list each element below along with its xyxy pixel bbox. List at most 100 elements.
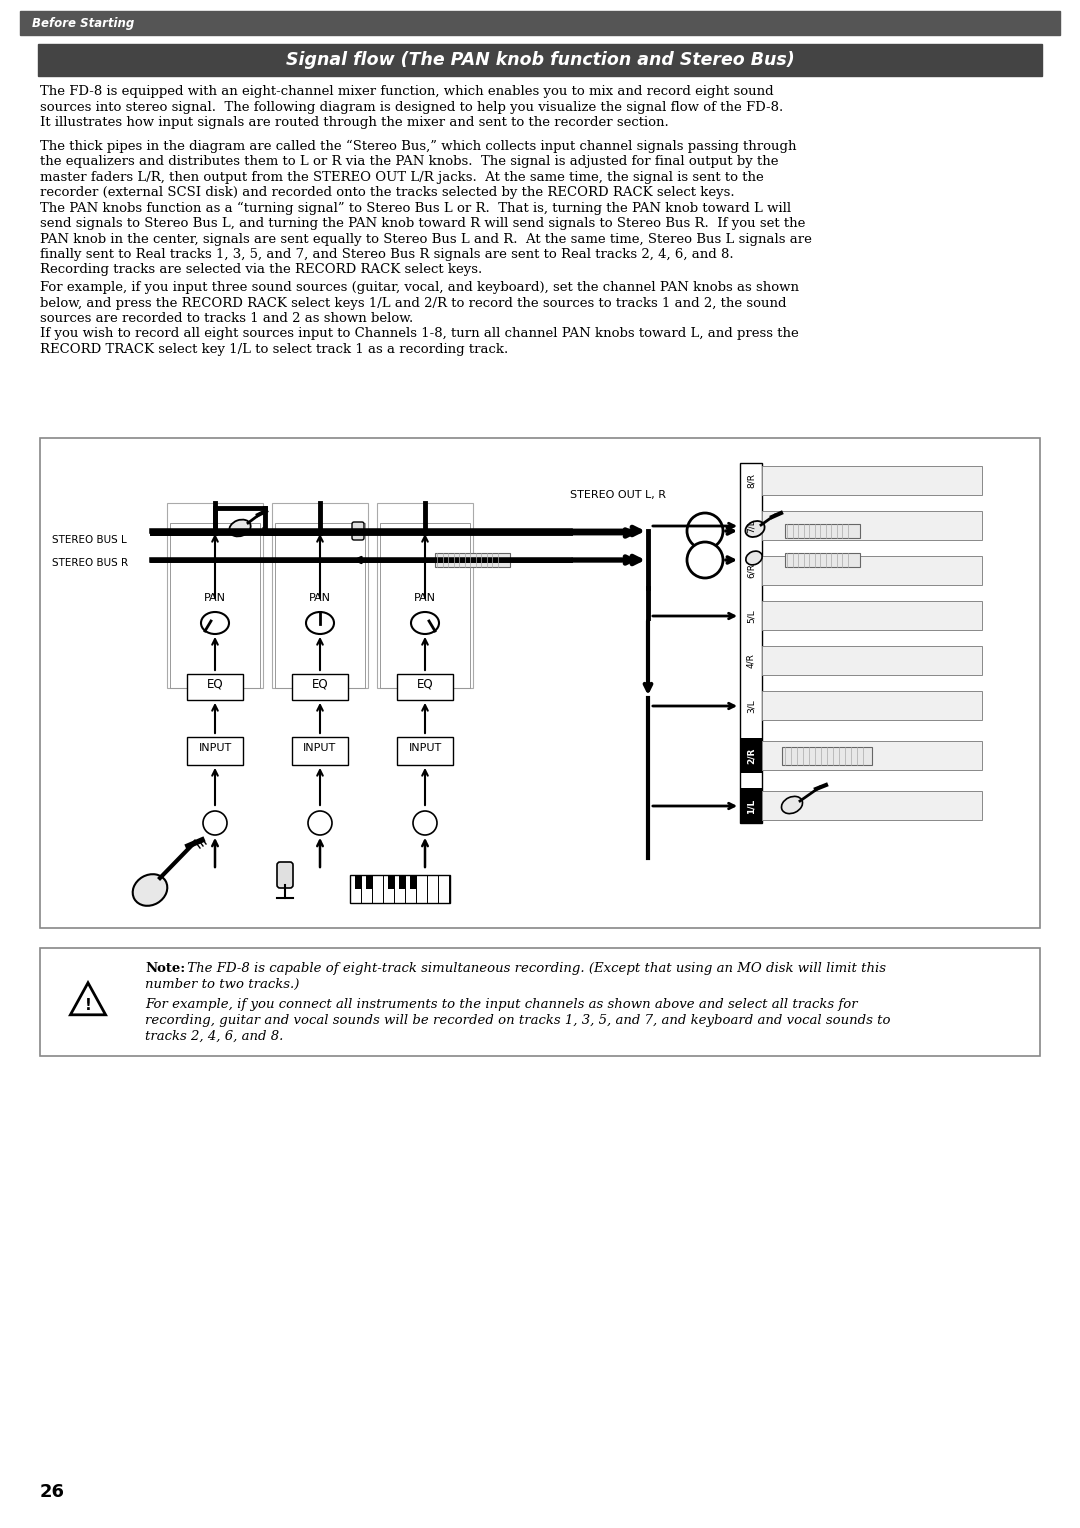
Bar: [292, 736, 348, 766]
FancyBboxPatch shape: [276, 862, 293, 888]
Text: EQ: EQ: [417, 677, 433, 691]
Bar: [762, 741, 982, 770]
Text: EQ: EQ: [206, 677, 224, 691]
Bar: [762, 646, 982, 675]
Bar: [762, 792, 982, 821]
Polygon shape: [70, 983, 106, 1015]
Text: INPUT: INPUT: [303, 743, 337, 753]
Bar: [272, 503, 368, 688]
Bar: [170, 523, 260, 688]
FancyBboxPatch shape: [352, 523, 364, 539]
Text: For example, if you connect all instruments to the input channels as shown above: For example, if you connect all instrume…: [145, 998, 858, 1012]
Text: !: !: [84, 998, 92, 1013]
Text: master faders L/R, then output from the STEREO OUT L/R jacks.  At the same time,: master faders L/R, then output from the …: [40, 171, 764, 183]
Ellipse shape: [229, 520, 251, 536]
Bar: [38, 44, 1042, 76]
Text: below, and press the RECORD RACK select keys 1/L and 2/R to record the sources t: below, and press the RECORD RACK select …: [40, 296, 786, 310]
Text: recorder (external SCSI disk) and recorded onto the tracks selected by the RECOR: recorder (external SCSI disk) and record…: [40, 186, 734, 199]
Bar: [410, 876, 417, 889]
Text: PAN: PAN: [204, 593, 226, 604]
Text: 5/L: 5/L: [746, 610, 756, 623]
Text: The PAN knobs function as a “turning signal” to Stereo Bus L or R.  That is, tur: The PAN knobs function as a “turning sig…: [40, 202, 792, 215]
Text: INPUT: INPUT: [408, 743, 442, 753]
Ellipse shape: [411, 613, 438, 634]
Bar: [740, 788, 762, 824]
Text: INPUT: INPUT: [199, 743, 231, 753]
Bar: [292, 674, 348, 700]
Text: 26: 26: [40, 1484, 65, 1500]
Circle shape: [687, 542, 723, 578]
Bar: [275, 523, 365, 688]
Bar: [762, 556, 982, 585]
Ellipse shape: [745, 521, 765, 536]
Text: If you wish to record all eight sources input to Channels 1-8, turn all channel : If you wish to record all eight sources …: [40, 327, 799, 341]
Bar: [377, 503, 473, 688]
Text: For example, if you input three sound sources (guitar, vocal, and keyboard), set: For example, if you input three sound so…: [40, 281, 799, 293]
Bar: [366, 876, 373, 889]
Text: The thick pipes in the diagram are called the “Stereo Bus,” which collects input: The thick pipes in the diagram are calle…: [40, 139, 797, 153]
Bar: [355, 876, 362, 889]
Text: 3/L: 3/L: [746, 700, 756, 714]
Text: RECORD TRACK select key 1/L to select track 1 as a recording track.: RECORD TRACK select key 1/L to select tr…: [40, 342, 509, 356]
Bar: [167, 503, 264, 688]
Text: finally sent to Real tracks 1, 3, 5, and 7, and Stereo Bus R signals are sent to: finally sent to Real tracks 1, 3, 5, and…: [40, 248, 733, 261]
Bar: [399, 876, 406, 889]
Bar: [397, 736, 453, 766]
Ellipse shape: [133, 874, 167, 906]
Bar: [435, 553, 510, 567]
Text: sources are recorded to tracks 1 and 2 as shown below.: sources are recorded to tracks 1 and 2 a…: [40, 312, 414, 325]
Bar: [40, 439, 1040, 927]
Text: 8/R: 8/R: [746, 474, 756, 489]
Text: 1/L: 1/L: [746, 798, 756, 813]
Ellipse shape: [746, 552, 762, 565]
Bar: [380, 523, 470, 688]
Ellipse shape: [306, 613, 334, 634]
Bar: [740, 738, 762, 773]
Text: Signal flow (The PAN knob function and Stereo Bus): Signal flow (The PAN knob function and S…: [285, 50, 795, 69]
Text: send signals to Stereo Bus L, and turning the PAN knob toward R will send signal: send signals to Stereo Bus L, and turnin…: [40, 217, 806, 231]
Text: number to two tracks.): number to two tracks.): [145, 978, 299, 992]
Text: STEREO BUS R: STEREO BUS R: [52, 558, 129, 568]
Text: PAN: PAN: [309, 593, 330, 604]
Bar: [40, 947, 1040, 1056]
Circle shape: [203, 811, 227, 834]
Text: STEREO BUS L: STEREO BUS L: [52, 535, 126, 545]
Circle shape: [687, 513, 723, 549]
Text: Before Starting: Before Starting: [32, 17, 134, 29]
Bar: [187, 736, 243, 766]
Bar: [762, 691, 982, 720]
Bar: [397, 674, 453, 700]
Text: STEREO OUT L, R: STEREO OUT L, R: [570, 490, 666, 500]
Text: EQ: EQ: [312, 677, 328, 691]
Circle shape: [308, 811, 332, 834]
Text: 2/R: 2/R: [746, 747, 756, 764]
Circle shape: [413, 811, 437, 834]
Text: 7/L: 7/L: [746, 520, 756, 533]
Bar: [762, 510, 982, 539]
Text: It illustrates how input signals are routed through the mixer and sent to the re: It illustrates how input signals are rou…: [40, 116, 669, 128]
Text: Note:: Note:: [145, 963, 186, 975]
Text: sources into stereo signal.  The following diagram is designed to help you visua: sources into stereo signal. The followin…: [40, 101, 783, 113]
Text: PAN: PAN: [414, 593, 436, 604]
Bar: [785, 524, 860, 538]
Bar: [350, 876, 450, 903]
Bar: [785, 553, 860, 567]
Text: recording, guitar and vocal sounds will be recorded on tracks 1, 3, 5, and 7, an: recording, guitar and vocal sounds will …: [145, 1015, 891, 1027]
Text: the equalizers and distributes them to L or R via the PAN knobs.  The signal is : the equalizers and distributes them to L…: [40, 154, 779, 168]
Text: The FD-8 is equipped with an eight-channel mixer function, which enables you to : The FD-8 is equipped with an eight-chann…: [40, 86, 773, 98]
Ellipse shape: [782, 796, 802, 813]
Bar: [782, 747, 872, 766]
Text: tracks 2, 4, 6, and 8.: tracks 2, 4, 6, and 8.: [145, 1030, 283, 1044]
Bar: [21, 11, 1059, 35]
Ellipse shape: [201, 613, 229, 634]
Bar: [762, 601, 982, 630]
Text: Recording tracks are selected via the RECORD RACK select keys.: Recording tracks are selected via the RE…: [40, 263, 483, 277]
Text: 4/R: 4/R: [746, 654, 756, 668]
Bar: [762, 466, 982, 495]
Text: 6/R: 6/R: [746, 564, 756, 579]
Bar: [388, 876, 395, 889]
Bar: [187, 674, 243, 700]
Text: The FD-8 is capable of eight-track simultaneous recording. (Except that using an: The FD-8 is capable of eight-track simul…: [183, 963, 886, 975]
Text: PAN knob in the center, signals are sent equally to Stereo Bus L and R.  At the : PAN knob in the center, signals are sent…: [40, 232, 812, 246]
Bar: [740, 463, 762, 824]
